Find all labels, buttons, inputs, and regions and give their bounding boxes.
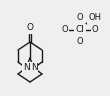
Text: O: O: [92, 26, 98, 34]
Text: O: O: [62, 26, 68, 34]
Text: N: N: [23, 63, 29, 72]
Text: O: O: [77, 38, 83, 46]
Text: N: N: [31, 63, 37, 72]
Text: O: O: [77, 14, 83, 22]
Text: Cl: Cl: [76, 26, 84, 34]
Text: O: O: [27, 24, 34, 33]
Text: OH: OH: [89, 14, 102, 22]
